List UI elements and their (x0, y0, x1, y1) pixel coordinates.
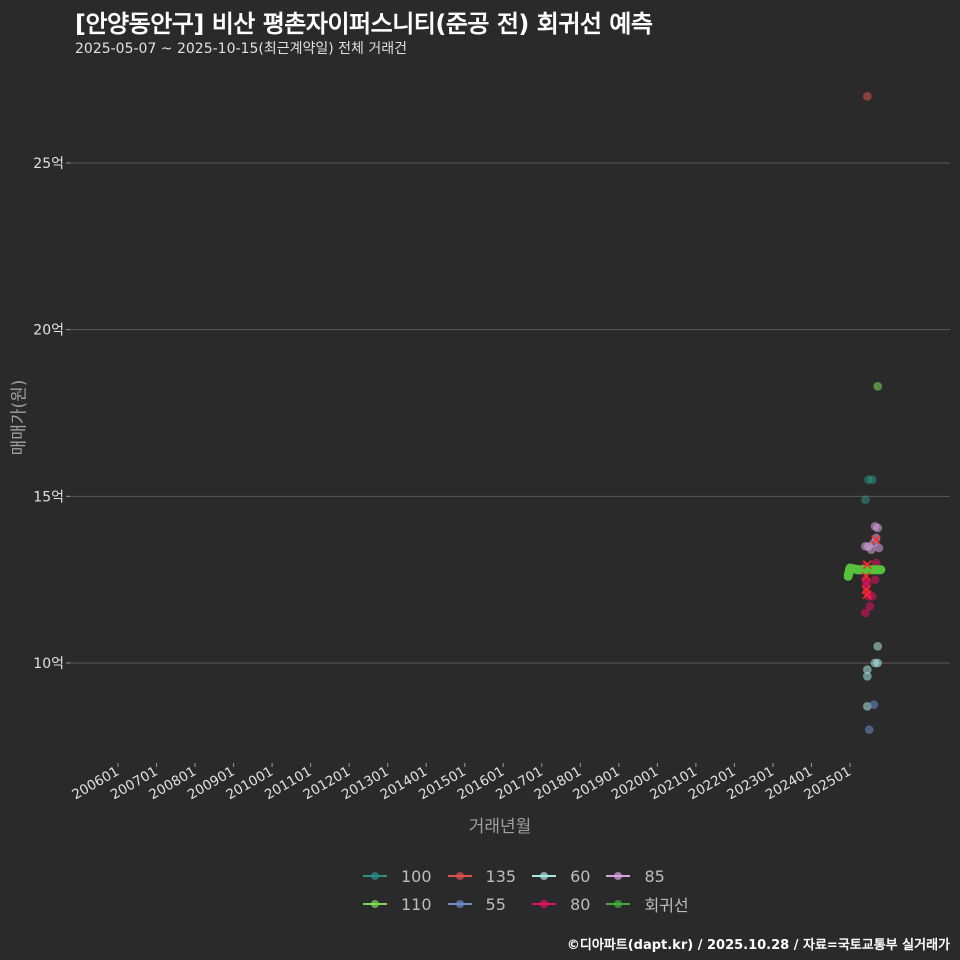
regression-line (843, 563, 886, 581)
legend-item: 80 (532, 894, 590, 914)
data-point (862, 91, 872, 101)
cancel-mark-icon (871, 535, 881, 545)
legend-label: 55 (485, 894, 506, 914)
data-point (873, 381, 883, 391)
scatter-plot: 10억15억20억25억2006012007012008012009012010… (33, 91, 950, 803)
legend-key-icon (447, 866, 472, 886)
legend-label: 110 (401, 894, 432, 914)
legend-key-icon (606, 894, 631, 914)
legend-item: 55 (447, 894, 517, 914)
legend-item: 100 (363, 866, 432, 886)
legend-key-icon (363, 866, 387, 886)
legend-key-icon (532, 894, 557, 914)
legend-key-icon (363, 894, 387, 914)
legend-label: 135 (485, 866, 517, 886)
legend-label: 60 (570, 866, 591, 886)
data-point (870, 575, 880, 585)
data-point (865, 601, 875, 611)
chart-title: [안양동안구] 비산 평촌자이퍼스니티(준공 전) 회귀선 예측 (75, 10, 653, 38)
data-point (873, 658, 883, 668)
data-point (860, 495, 870, 505)
y-tick-label: 20억 (33, 323, 64, 339)
data-point (862, 578, 872, 588)
data-point (867, 475, 877, 485)
legend-key-icon (532, 866, 557, 886)
data-point (862, 671, 872, 681)
data-point (869, 538, 879, 548)
legend-item: 60 (532, 866, 590, 886)
legend-label: 회귀선 (644, 896, 689, 915)
legend-item: 85 (606, 866, 688, 886)
legend: 100 135 60 85 110 55 80 회귀선 (363, 866, 689, 915)
chart-subtitle: 2025-05-07 ~ 2025-10-15(최근계약일) 전체 거래건 (75, 41, 407, 57)
data-point (873, 523, 883, 533)
legend-key-icon (606, 866, 631, 886)
legend-key-icon (447, 894, 472, 914)
legend-label: 85 (644, 866, 665, 886)
data-point (869, 700, 879, 710)
y-tick-label: 15억 (33, 489, 64, 505)
y-tick-label: 25억 (33, 156, 64, 172)
x-axis-label: 거래년월 (468, 817, 532, 837)
data-point (864, 725, 874, 735)
cancel-mark-icon (861, 571, 871, 581)
data-point (860, 608, 870, 618)
data-point (874, 543, 884, 553)
data-point (873, 641, 883, 651)
legend-label: 100 (401, 866, 432, 886)
footer-credit: ©디아파트(dapt.kr) / 2025.10.28 / 자료=국토교통부 실… (566, 938, 950, 953)
legend-item: 135 (447, 866, 517, 886)
legend-label: 80 (570, 894, 591, 914)
legend-item: 110 (363, 894, 432, 914)
cancel-mark-icon (862, 590, 872, 600)
cancel-mark-icon (862, 560, 872, 570)
y-tick-label: 10억 (33, 656, 64, 672)
legend-item: 회귀선 (606, 894, 689, 915)
